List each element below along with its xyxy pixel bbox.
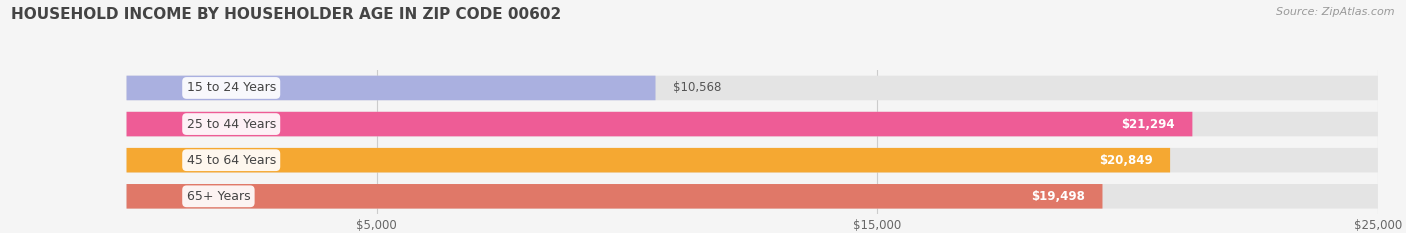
FancyBboxPatch shape — [127, 184, 1378, 209]
FancyBboxPatch shape — [127, 148, 1170, 172]
Text: 45 to 64 Years: 45 to 64 Years — [187, 154, 276, 167]
Text: $19,498: $19,498 — [1031, 190, 1085, 203]
Text: $20,849: $20,849 — [1099, 154, 1153, 167]
Text: 25 to 44 Years: 25 to 44 Years — [187, 118, 276, 130]
FancyBboxPatch shape — [127, 76, 655, 100]
Text: $21,294: $21,294 — [1121, 118, 1175, 130]
FancyBboxPatch shape — [127, 148, 1378, 172]
Text: $10,568: $10,568 — [673, 82, 721, 94]
Text: 15 to 24 Years: 15 to 24 Years — [187, 82, 276, 94]
FancyBboxPatch shape — [127, 112, 1378, 136]
Text: 65+ Years: 65+ Years — [187, 190, 250, 203]
Text: Source: ZipAtlas.com: Source: ZipAtlas.com — [1277, 7, 1395, 17]
Text: HOUSEHOLD INCOME BY HOUSEHOLDER AGE IN ZIP CODE 00602: HOUSEHOLD INCOME BY HOUSEHOLDER AGE IN Z… — [11, 7, 561, 22]
FancyBboxPatch shape — [127, 184, 1102, 209]
FancyBboxPatch shape — [127, 112, 1192, 136]
FancyBboxPatch shape — [127, 76, 1378, 100]
